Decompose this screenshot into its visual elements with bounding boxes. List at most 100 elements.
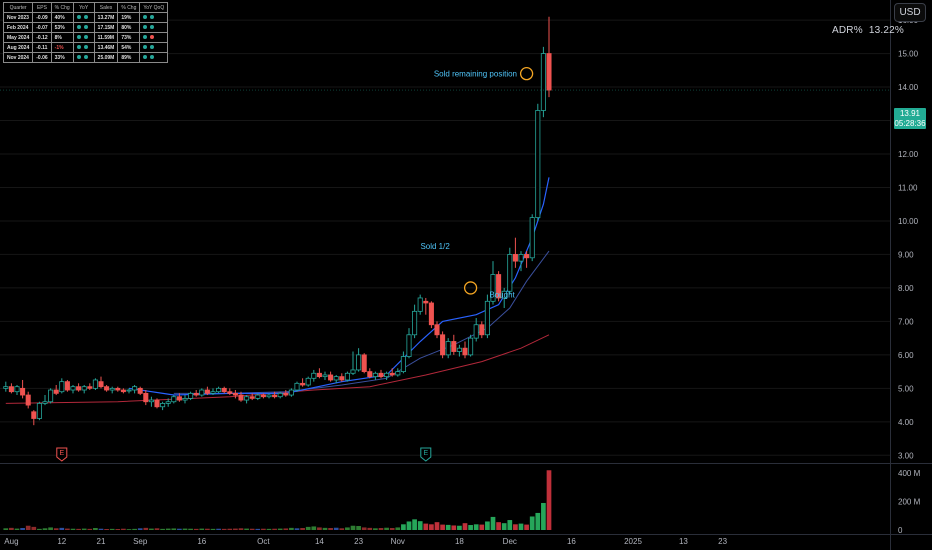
sales-chg-cell: 80% (117, 22, 141, 33)
col-yoy: YoY (72, 2, 95, 13)
volume-bar (143, 527, 149, 530)
candle-body (109, 387, 115, 391)
volume-bar (238, 528, 244, 530)
candle-body (322, 374, 328, 378)
eps-cell: -0.06 (32, 52, 52, 63)
candle-body (210, 391, 216, 394)
candle-body (227, 391, 233, 394)
volume-bar (188, 528, 193, 530)
candle-body (160, 403, 166, 408)
volume-bar (87, 528, 93, 530)
candle-body (333, 376, 339, 381)
volume-bar (25, 525, 31, 530)
volume-bar (255, 528, 261, 530)
candle-body (137, 387, 143, 394)
volume-bar (93, 528, 98, 530)
candle-body (479, 324, 485, 336)
volume-bar (199, 528, 205, 530)
candle-body (339, 376, 345, 381)
volume-bar (193, 528, 199, 530)
candle-body (249, 396, 255, 399)
candle-body (193, 392, 199, 396)
col-yoy-qoq: YoY QoQ (139, 2, 169, 13)
price-tick-label: 3.00 (898, 451, 914, 460)
currency-button[interactable]: USD (894, 3, 926, 22)
trade-annotation-label: Sold remaining position (434, 70, 517, 79)
candle-body (81, 386, 87, 391)
candle-body (406, 334, 412, 357)
status-dot-icon (76, 24, 81, 29)
candle-body (176, 396, 182, 401)
trade-marker-circle (519, 67, 534, 81)
volume-bar (283, 528, 289, 530)
candle-body (221, 387, 227, 393)
status-dot-icon (150, 34, 155, 39)
volume-bar (98, 528, 104, 530)
candle-body (59, 381, 65, 393)
trade-annotation-label: Sold 1/2 (420, 242, 450, 251)
candle-body (148, 399, 154, 403)
candle-body (440, 334, 446, 356)
volume-bar (65, 528, 70, 530)
volume-bar (485, 521, 490, 530)
candle-body (199, 389, 205, 396)
col-eps-chg: % Chg (50, 2, 74, 13)
volume-bar (37, 528, 42, 530)
volume-bar (546, 470, 552, 530)
time-tick-label: 23 (354, 537, 363, 546)
candle-body (305, 377, 311, 386)
candle-body (64, 381, 70, 391)
earnings-marker-icon[interactable] (420, 447, 432, 462)
yoy-qoq-cell (139, 32, 169, 43)
volume-bar (361, 527, 367, 530)
volume-bar (339, 528, 345, 530)
table-row: Feb 2024 -0.07 53% 17.15M 80% (2, 22, 169, 33)
candle-body (428, 302, 434, 326)
quarter-cell: Nov 2024 (2, 52, 34, 63)
candle-body (434, 324, 440, 336)
volume-bar (451, 525, 457, 530)
candle-body (70, 386, 76, 391)
candle-body (25, 394, 31, 406)
volume-bar (221, 528, 227, 530)
volume-bar (42, 528, 48, 530)
candle-body (266, 394, 272, 398)
volume-bar (440, 524, 445, 530)
volume-tick-label: 400 M (898, 469, 921, 478)
candle-body (501, 290, 507, 299)
volume-bar (81, 528, 87, 530)
volume-bar (305, 526, 311, 530)
yoy-qoq-cell (139, 42, 169, 53)
volume-bar (367, 527, 373, 530)
sales-chg-cell: 73% (117, 32, 141, 43)
bar-countdown: 05:28:36 (894, 118, 926, 128)
candle-body (535, 110, 541, 219)
candle-body (378, 372, 384, 378)
trade-annotation-label: Bought (489, 291, 515, 300)
col-sales-chg: % Chg (117, 2, 141, 13)
volume-bar (205, 528, 210, 530)
candle-body (395, 371, 401, 376)
candle-body (283, 392, 289, 396)
volume-bar (496, 522, 501, 530)
eps-chg-cell: 53% (50, 22, 74, 33)
time-tick-label: Sep (133, 537, 148, 546)
sales-cell: 17.15M (93, 22, 119, 33)
eps-cell: -0.11 (32, 42, 52, 53)
volume-bar (53, 528, 59, 530)
sales-cell: 11.59M (93, 32, 119, 43)
volume-bar (328, 528, 333, 530)
candle-body (344, 372, 350, 381)
volume-bar (535, 512, 541, 530)
price-tick-label: 10.00 (898, 217, 919, 226)
volume-bar (121, 528, 126, 530)
candle-body (490, 274, 496, 302)
price-tick-label: 11.00 (898, 183, 918, 192)
ema-mid-line (173, 250, 550, 394)
candle-body (260, 394, 266, 398)
earnings-table-header: Quarter EPS % Chg YoY Sales % Chg YoY Qo… (2, 2, 169, 13)
earnings-marker-icon[interactable] (56, 447, 68, 462)
volume-bar (3, 528, 9, 530)
candle-body (462, 347, 468, 356)
